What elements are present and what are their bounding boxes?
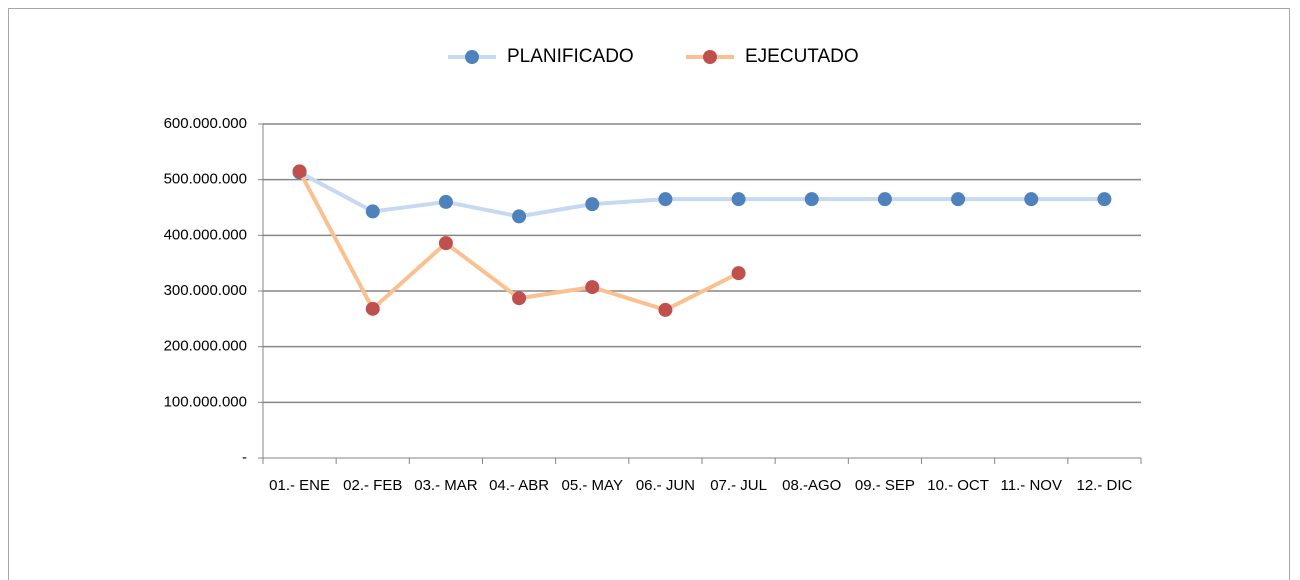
data-point	[512, 209, 527, 224]
legend-marker	[465, 50, 479, 64]
data-point	[1024, 192, 1039, 207]
data-point	[365, 301, 380, 316]
y-tick-label: 400.000.000	[164, 226, 247, 243]
data-point	[877, 192, 892, 207]
x-tick-label: 11.- NOV	[1001, 477, 1062, 494]
x-tick-label: 03.- MAR	[414, 477, 478, 494]
x-tick-label: 06.- JUN	[636, 477, 695, 494]
legend-label: EJECUTADO	[745, 46, 859, 67]
data-point	[731, 192, 746, 207]
legend-marker	[703, 50, 717, 64]
data-point	[804, 192, 819, 207]
x-tick-label: 09.- SEP	[855, 477, 915, 494]
data-point	[658, 192, 673, 207]
data-point	[951, 192, 966, 207]
series-line	[298, 170, 1105, 219]
data-point	[438, 236, 453, 251]
y-tick-label: 300.000.000	[164, 282, 247, 299]
x-tick-label: 02.- FEB	[343, 477, 402, 494]
x-tick-label: 08.-AGO	[782, 477, 841, 494]
x-tick-label: 07.- JUL	[710, 477, 767, 494]
chart-frame	[8, 8, 1290, 580]
data-point	[585, 197, 600, 212]
data-point	[585, 280, 600, 295]
data-point	[658, 302, 673, 317]
x-tick-label: 01.- ENE	[269, 477, 330, 494]
x-tick-label: 10.- OCT	[927, 477, 989, 494]
data-point	[365, 204, 380, 219]
data-point	[292, 164, 307, 179]
x-tick-label: 04.- ABR	[489, 477, 549, 494]
data-point	[1097, 192, 1112, 207]
x-tick-label: 12.- DIC	[1076, 477, 1132, 494]
data-point	[731, 266, 746, 281]
data-point	[438, 194, 453, 209]
x-tick-label: 05.- MAY	[562, 477, 623, 494]
y-tick-label: 100.000.000	[164, 393, 247, 410]
y-tick-label: 500.000.000	[164, 171, 247, 188]
y-tick-label: 600.000.000	[164, 115, 247, 132]
data-point	[512, 291, 527, 306]
legend-label: PLANIFICADO	[507, 46, 634, 67]
y-tick-label: -	[242, 449, 247, 466]
y-tick-label: 200.000.000	[164, 338, 247, 355]
